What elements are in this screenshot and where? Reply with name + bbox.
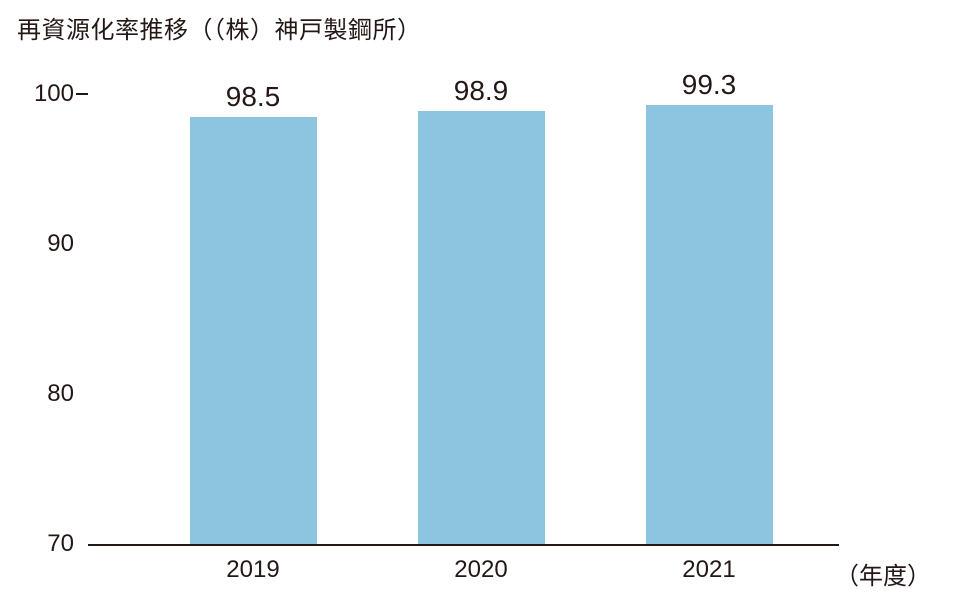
x-label-2020: 2020 xyxy=(401,556,561,584)
bar-2019 xyxy=(190,117,317,545)
y-tick-label-80: 80 xyxy=(4,380,74,408)
bar-value-2021: 99.3 xyxy=(629,69,789,101)
bar-value-2020: 98.9 xyxy=(401,75,561,107)
bar-2020 xyxy=(418,111,545,545)
chart-container: 再資源化率推移（（株）神戸製鋼所） 100 90 80 70 98.5 98.9… xyxy=(0,0,958,602)
chart-title: 再資源化率推移（（株）神戸製鋼所） xyxy=(17,10,422,45)
bar-2021 xyxy=(646,105,773,545)
y-tick-label-100: 100 xyxy=(4,80,74,108)
x-axis-title: （年度） xyxy=(835,556,931,591)
y-tick-label-70: 70 xyxy=(4,530,74,558)
x-label-2019: 2019 xyxy=(173,556,333,584)
x-label-2021: 2021 xyxy=(629,556,789,584)
bar-value-2019: 98.5 xyxy=(173,81,333,113)
plot-area xyxy=(88,94,839,546)
y-tick-label-90: 90 xyxy=(4,230,74,258)
y-tick-mark-100 xyxy=(76,93,88,95)
